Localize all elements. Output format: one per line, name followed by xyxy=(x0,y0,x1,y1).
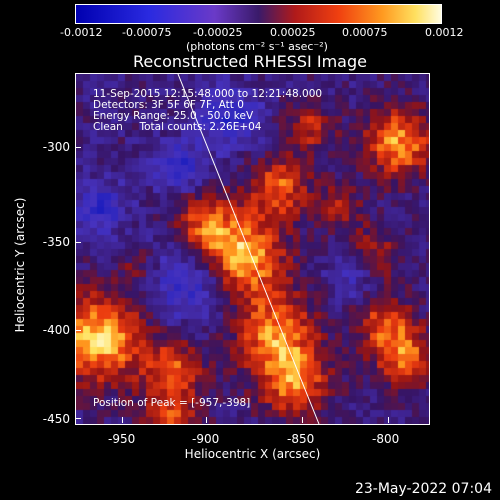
solar-limb-line xyxy=(177,74,320,424)
colorbar xyxy=(75,4,442,24)
x-tick-label: -800 xyxy=(372,432,400,446)
y-tick-label: -450 xyxy=(42,412,70,426)
x-tick-mark xyxy=(388,417,389,423)
x-tick-mark xyxy=(302,417,303,423)
x-axis-title: Heliocentric X (arcsec) xyxy=(184,447,321,461)
x-tick-label: -850 xyxy=(287,432,315,446)
x-tick-label: -900 xyxy=(192,432,220,446)
y-tick-mark xyxy=(75,330,81,331)
y-axis-title: Heliocentric Y (arcsec) xyxy=(13,197,27,333)
image-plot: 11-Sep-2015 12:15:48.000 to 12:21:48.000… xyxy=(75,73,430,425)
x-tick-mark xyxy=(206,417,207,423)
y-tick-mark xyxy=(75,147,81,148)
colorbar-tick: -0.0012 xyxy=(60,26,103,39)
y-tick-mark xyxy=(75,418,81,419)
annotation-peak: Position of Peak = [-957,-398] xyxy=(93,397,251,409)
annotation-clean: Clean Total counts: 2.26E+04 xyxy=(93,121,262,133)
y-tick-label: -300 xyxy=(42,140,70,154)
y-tick-label: -350 xyxy=(42,235,70,249)
x-tick-label: -950 xyxy=(108,432,136,446)
annotation-energy: Energy Range: 25.0 - 50.0 keV xyxy=(93,110,254,122)
annotation-time: 11-Sep-2015 12:15:48.000 to 12:21:48.000 xyxy=(93,88,323,100)
timestamp-footer: 23-May-2022 07:04 xyxy=(354,481,492,497)
colorbar-tick: 0.0012 xyxy=(425,26,464,39)
image-title: Reconstructed RHESSI Image xyxy=(133,52,367,71)
colorbar-tick: -0.00075 xyxy=(122,26,172,39)
y-tick-label: -400 xyxy=(42,323,70,337)
annotation-detectors: Detectors: 3F 5F 6F 7F, Att 0 xyxy=(93,99,244,111)
flux-map xyxy=(76,74,429,424)
colorbar-tick: -0.00025 xyxy=(193,26,243,39)
colorbar-tick: 0.00075 xyxy=(342,26,388,39)
colorbar-tick: 0.00025 xyxy=(270,26,316,39)
x-tick-mark xyxy=(122,417,123,423)
y-tick-mark xyxy=(75,242,81,243)
colorbar-units: (photons cm⁻² s⁻¹ asec⁻²) xyxy=(186,40,328,53)
